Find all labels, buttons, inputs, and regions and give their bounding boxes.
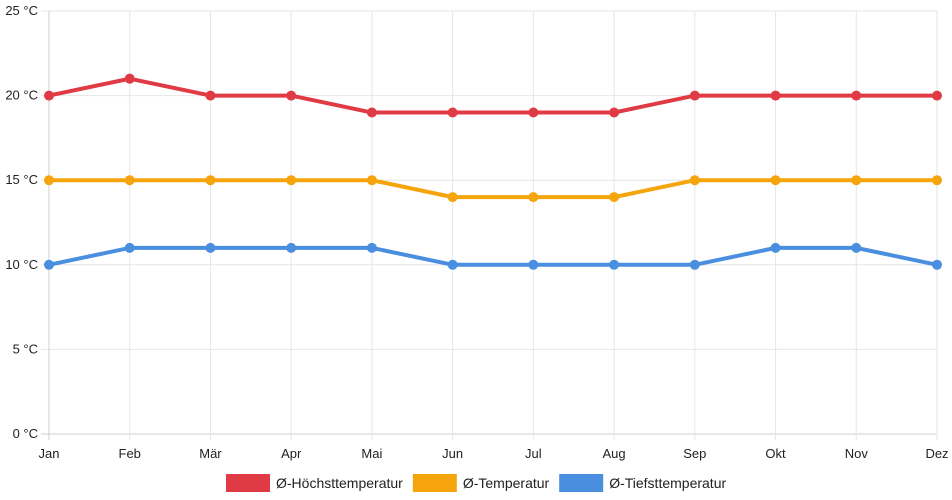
data-point (932, 259, 942, 270)
legend-item-2[interactable]: Ø-Temperatur (412, 474, 550, 492)
y-tick-label: 5 °C (13, 341, 38, 356)
data-point (851, 242, 862, 253)
data-point (689, 175, 700, 186)
x-tick-label: Dez (925, 446, 948, 461)
legend-label: Ø-Temperatur (463, 475, 550, 491)
data-point (528, 192, 539, 203)
data-point (770, 242, 781, 253)
y-tick-label: 0 °C (13, 426, 38, 441)
data-point (851, 175, 862, 186)
data-point (689, 259, 700, 270)
data-point (366, 107, 377, 118)
grid (41, 10, 938, 440)
data-point (205, 175, 216, 186)
data-point (124, 73, 135, 84)
data-point (609, 192, 620, 203)
data-point (528, 107, 539, 118)
legend-label: Ø-Tiefsttemperatur (609, 475, 726, 491)
data-point (366, 242, 377, 253)
data-point (528, 259, 539, 270)
axes: 0 °C 5 °C 10 °C 15 °C 20 °C 25 °C Jan Feb Mär Apr… (5, 3, 948, 461)
data-point (286, 242, 297, 253)
data-point (770, 90, 781, 101)
series-line (47, 178, 939, 200)
x-tick-label: Okt (765, 446, 786, 461)
legend-swatch (559, 474, 604, 492)
y-tick-label: 20 °C (5, 88, 38, 103)
data-point (447, 107, 458, 118)
data-point (44, 175, 54, 186)
data-point (205, 90, 216, 101)
x-tick-label: Jun (442, 446, 463, 461)
data-point (447, 259, 458, 270)
x-tick-label: Apr (281, 446, 302, 461)
data-point (932, 175, 942, 186)
data-point (932, 90, 942, 101)
series-line (47, 76, 939, 115)
x-tick-label: Mär (199, 446, 222, 461)
series-line (47, 245, 939, 267)
x-tick-label: Mai (361, 446, 382, 461)
legend-swatch (412, 474, 457, 492)
data-point (44, 90, 54, 101)
series-3 (44, 242, 942, 270)
x-tick-label: Jul (525, 446, 542, 461)
data-point (286, 175, 297, 186)
series-2 (44, 175, 942, 203)
x-tick-label: Nov (845, 446, 869, 461)
legend-swatch (226, 474, 270, 492)
y-tick-label: 10 °C (5, 257, 38, 272)
x-tick-label: Jan (39, 446, 60, 461)
legend-label: Ø-Höchsttemperatur (276, 475, 403, 491)
data-point (609, 259, 620, 270)
data-point (851, 90, 862, 101)
x-tick-label: Sep (683, 446, 706, 461)
y-tick-label: 15 °C (5, 172, 38, 187)
x-tick-label: Feb (119, 446, 141, 461)
x-tick-label: Aug (603, 446, 626, 461)
series-1 (44, 73, 942, 118)
data-point (447, 192, 458, 203)
data-point (44, 259, 54, 270)
data-point (609, 107, 620, 118)
legend-item-3[interactable]: Ø-Tiefsttemperatur (559, 474, 726, 492)
data-point (770, 175, 781, 186)
data-point (366, 175, 377, 186)
y-tick-label: 25 °C (5, 3, 38, 18)
data-point (689, 90, 700, 101)
series-lines (44, 73, 942, 270)
data-point (286, 90, 297, 101)
legend-item-1[interactable]: Ø-Höchsttemperatur (226, 474, 403, 492)
data-point (124, 242, 135, 253)
legend[interactable]: Ø-Höchsttemperatur Ø-Temperatur Ø-Tiefstte… (226, 474, 726, 492)
data-point (124, 175, 135, 186)
data-point (205, 242, 216, 253)
